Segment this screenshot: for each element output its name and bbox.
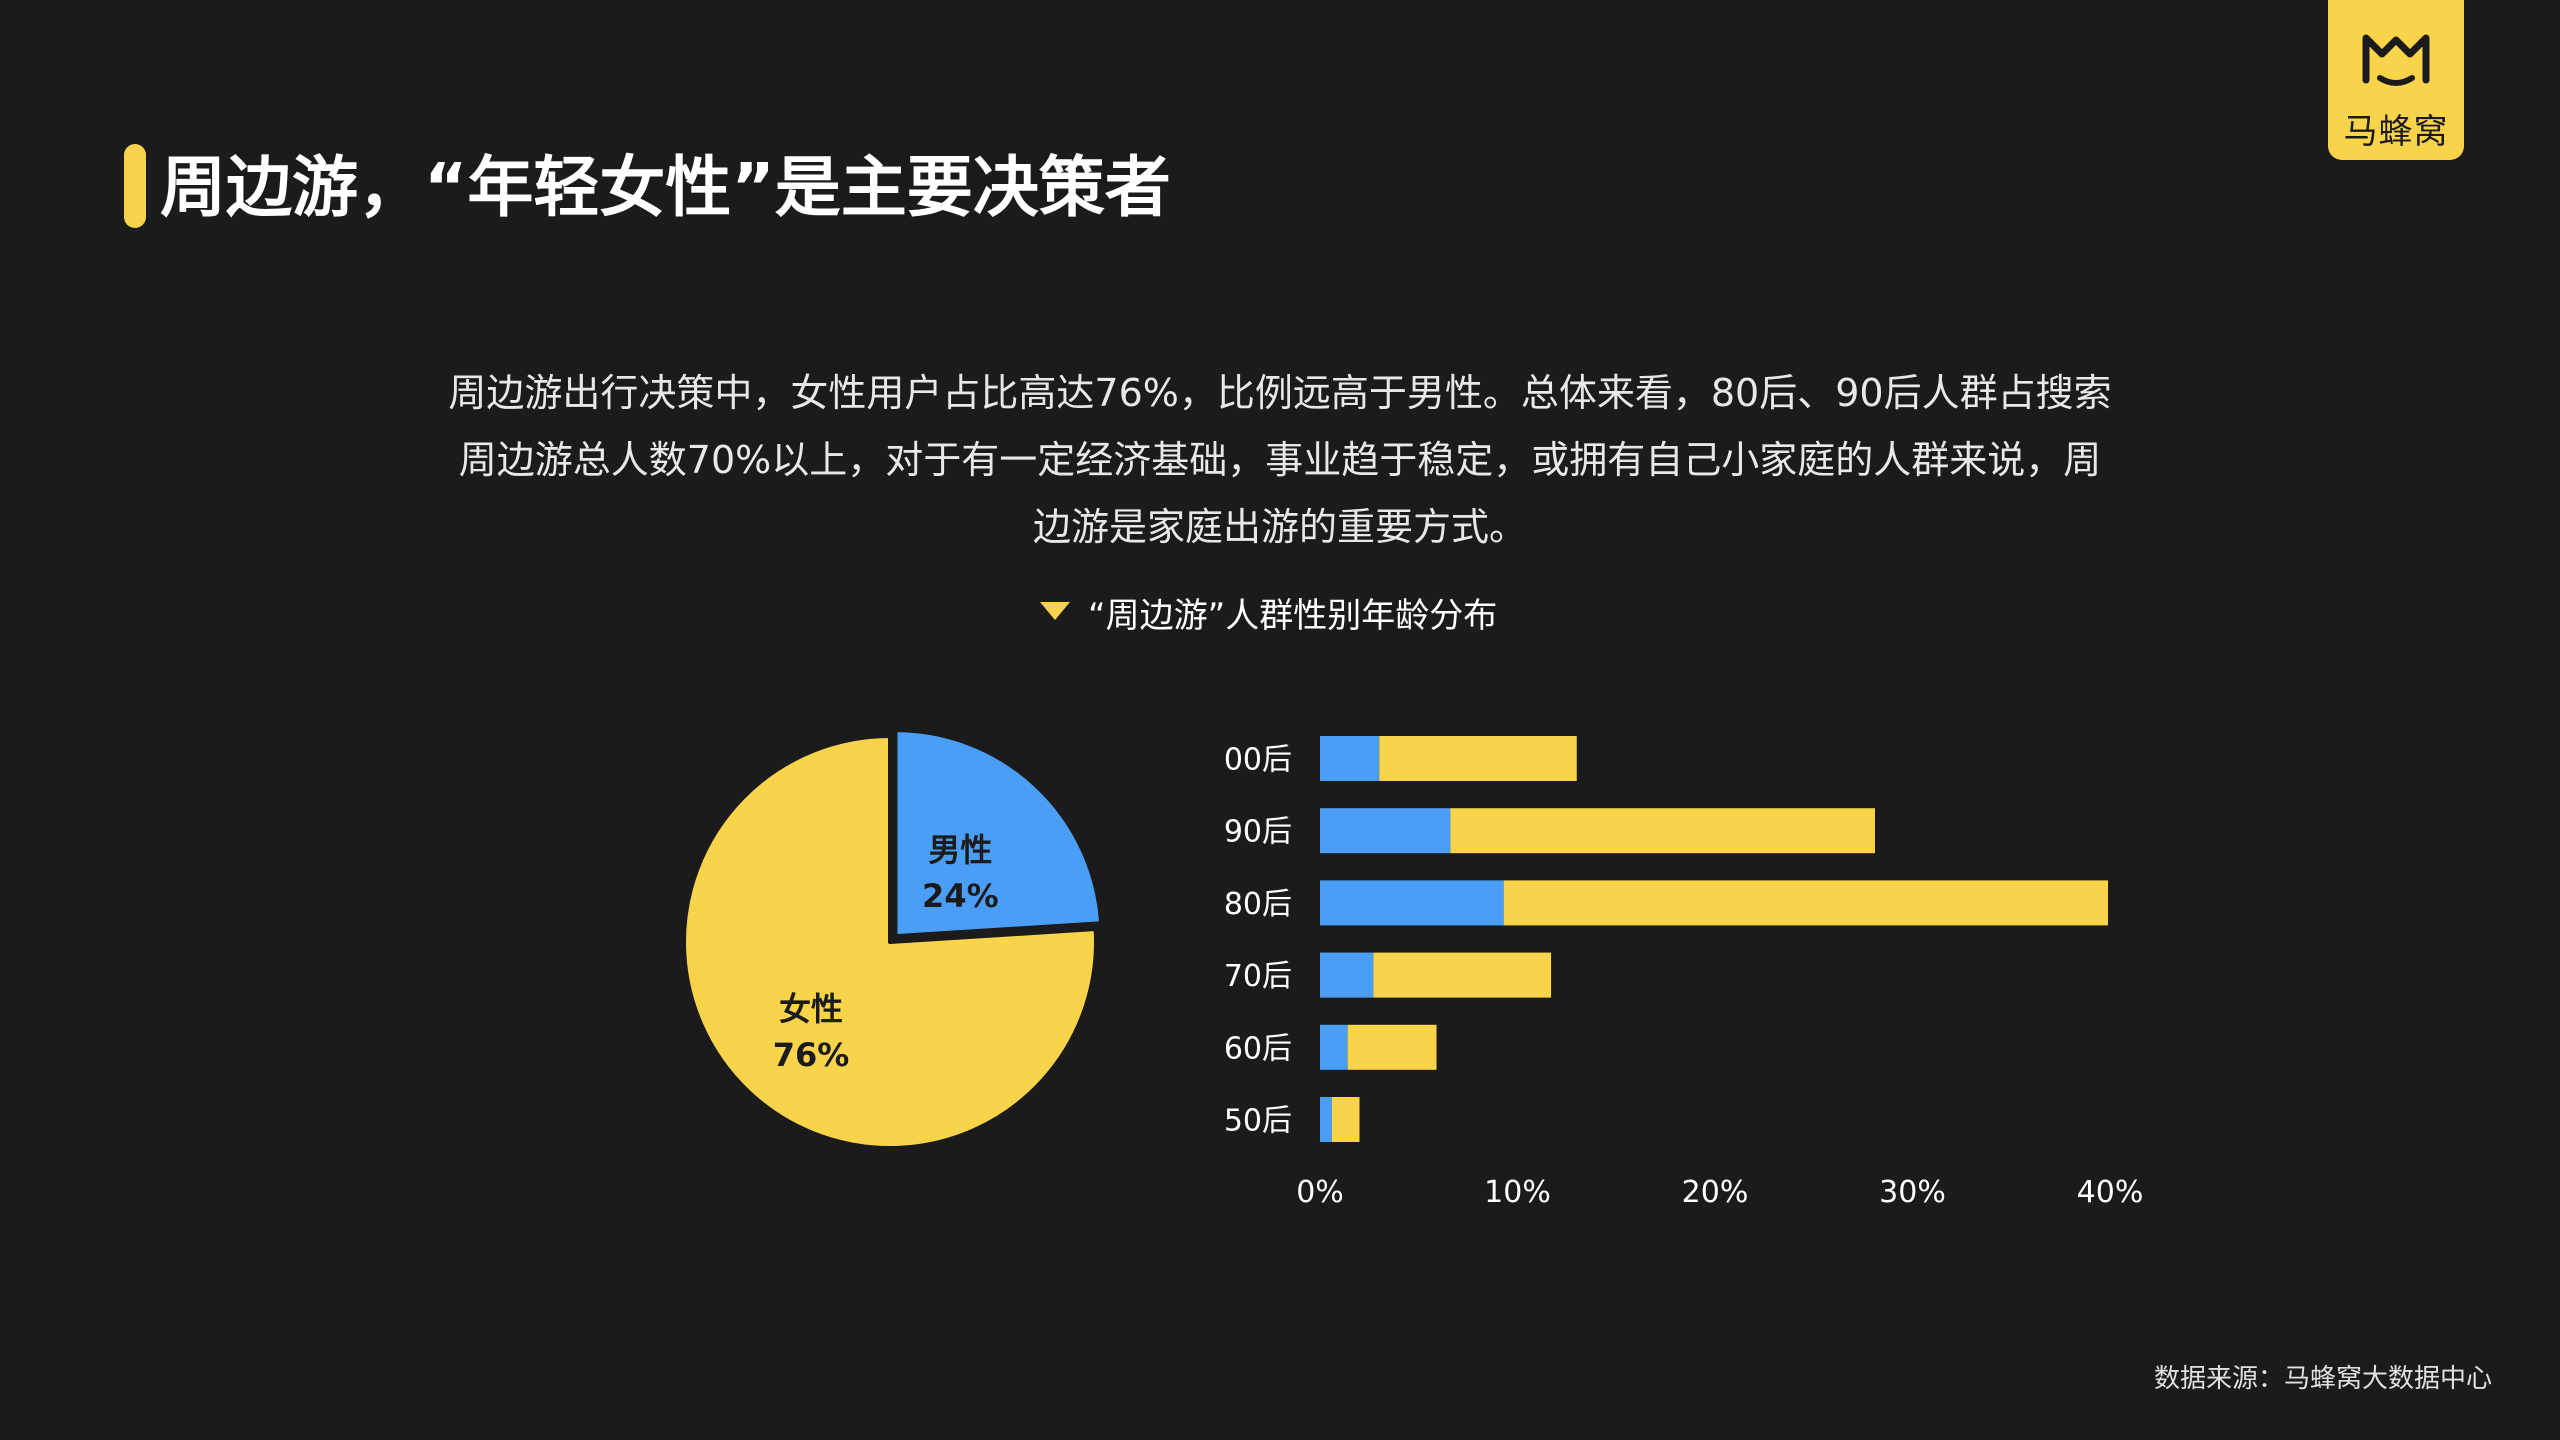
bar-3-series-1 (1373, 952, 1552, 998)
pie-value-label-1: 76% (773, 1036, 850, 1074)
bar-1-series-1 (1450, 808, 1875, 854)
bar-0-series-1 (1379, 736, 1577, 781)
page-title: 周边游，“年轻女性”是主要决策者 (160, 149, 1171, 226)
brand-logo: 马蜂窝 (2328, 0, 2464, 160)
category-label-4: 60后 (1224, 1031, 1292, 1066)
category-label-1: 90后 (1224, 815, 1292, 850)
description-text: 周边游出行决策中，女性用户占比高达76%，比例远高于男性。总体来看，80后、90… (448, 371, 2112, 549)
chart-title: “周边游”人群性别年龄分布 (1040, 590, 1498, 636)
category-label-2: 80后 (1224, 887, 1292, 922)
x-tick-label-1: 10% (1484, 1175, 1551, 1210)
pie-slice-0 (893, 728, 1104, 939)
m-logo-icon (2362, 34, 2430, 86)
bar-3-series-0 (1320, 952, 1374, 998)
bar-4-series-0 (1320, 1024, 1348, 1070)
category-label-0: 00后 (1224, 743, 1292, 778)
charts-canvas: 男性 24% 女性 76% 00后 90后 80后 70后 60后 50后 0% 10% 20% 30% 4… (682, 728, 2144, 1210)
x-tick-label-3: 30% (1879, 1175, 1946, 1210)
x-tick-label-2: 20% (1682, 1175, 1749, 1210)
pie-label-0: 男性 (928, 831, 992, 869)
bar-5-series-1 (1331, 1097, 1360, 1142)
bar-2-series-0 (1320, 880, 1504, 926)
x-tick-label-4: 40% (2077, 1175, 2144, 1210)
logo-text: 马蜂窝 (2343, 112, 2449, 152)
category-label-5: 50后 (1224, 1104, 1292, 1139)
bar-5-series-0 (1320, 1097, 1332, 1142)
pie-value-label-0: 24% (922, 877, 999, 915)
source-note: 数据来源：马蜂窝大数据中心 (2153, 1364, 2492, 1394)
bar-4-series-1 (1347, 1024, 1437, 1070)
bar-1-series-0 (1320, 808, 1451, 854)
bar-0-series-0 (1320, 736, 1380, 781)
pie-slice-1 (682, 734, 1098, 1150)
title-accent-bar (124, 144, 146, 228)
category-label-3: 70后 (1224, 959, 1292, 994)
chart-title-text: “周边游”人群性别年龄分布 (1088, 595, 1498, 636)
x-tick-label-0: 0% (1296, 1175, 1344, 1210)
triangle-down-icon (1040, 602, 1070, 620)
pie-label-1: 女性 (779, 990, 843, 1028)
bar-2-series-1 (1503, 880, 2109, 926)
